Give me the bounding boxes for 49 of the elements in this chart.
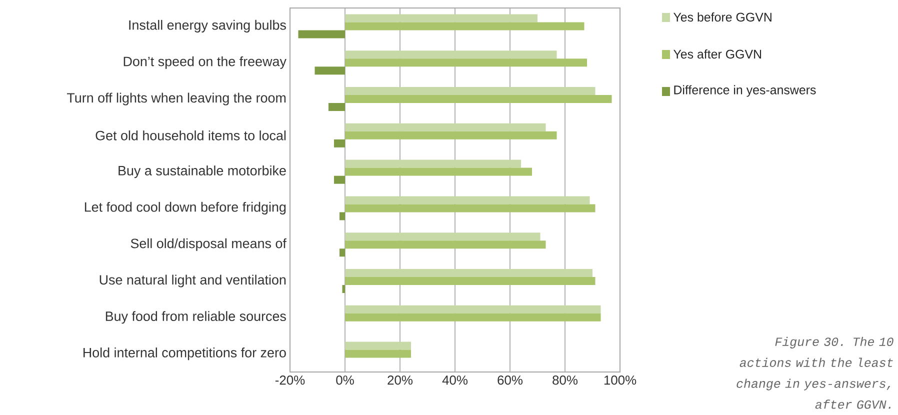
legend-label: Difference in yes-answers — [674, 85, 816, 97]
bar — [345, 50, 557, 59]
bar — [345, 87, 596, 96]
bar — [345, 14, 538, 22]
y-tick-label: Turn off lights when leaving the room — [66, 92, 286, 106]
bar — [345, 232, 540, 241]
bar — [334, 176, 346, 184]
y-tick-label: Install energy saving bulbs — [129, 20, 286, 32]
bar — [345, 342, 412, 350]
y-tick-label: Buy a sustainable motorbike — [118, 166, 286, 178]
bar — [345, 196, 590, 204]
bar — [345, 350, 412, 358]
x-tick-label: 20% — [388, 376, 413, 385]
caption: Figure 30. The 10 actions with the least change in yes-answers, after GGVN. — [736, 336, 894, 409]
y-tick-label: Sell old/disposal means of — [130, 238, 286, 251]
bar — [345, 204, 596, 212]
bar — [314, 66, 346, 75]
x-tick-label: 40% — [442, 376, 468, 385]
bar — [345, 123, 546, 132]
bar — [340, 212, 346, 220]
bar — [345, 160, 522, 168]
x-tick-label: 80% — [552, 376, 578, 385]
bar — [298, 30, 346, 38]
bar — [345, 95, 612, 104]
y-tick-label: Let food cool down before fridging — [84, 202, 286, 214]
bar — [345, 168, 532, 176]
y-tick-label: Use natural light and ventilation — [100, 274, 286, 288]
bar — [345, 305, 601, 314]
bar — [345, 277, 596, 286]
bar — [345, 22, 584, 30]
x-tick-label: 100% — [604, 376, 636, 385]
x-tick-label: -20% — [275, 376, 305, 385]
legend-label: Yes after GGVN — [673, 49, 762, 59]
bar — [340, 248, 346, 257]
legend-label: Yes before GGVN — [673, 12, 772, 22]
bar — [345, 269, 593, 278]
y-tick-label: Don’t speed on the freeway — [124, 56, 286, 69]
bar — [345, 313, 601, 322]
y-tick-label: Buy food from reliable sources — [106, 311, 286, 324]
bar — [342, 285, 346, 294]
y-tick-label: Get old household items to local — [96, 130, 286, 140]
bar — [328, 103, 346, 112]
y-tick-label: Hold internal competitions for zero — [84, 348, 286, 360]
x-tick-label: 60% — [498, 376, 523, 385]
bar — [345, 240, 546, 249]
bar — [345, 131, 557, 140]
bar — [345, 58, 588, 67]
x-tick-label: 0% — [336, 376, 354, 385]
bar — [334, 139, 346, 148]
